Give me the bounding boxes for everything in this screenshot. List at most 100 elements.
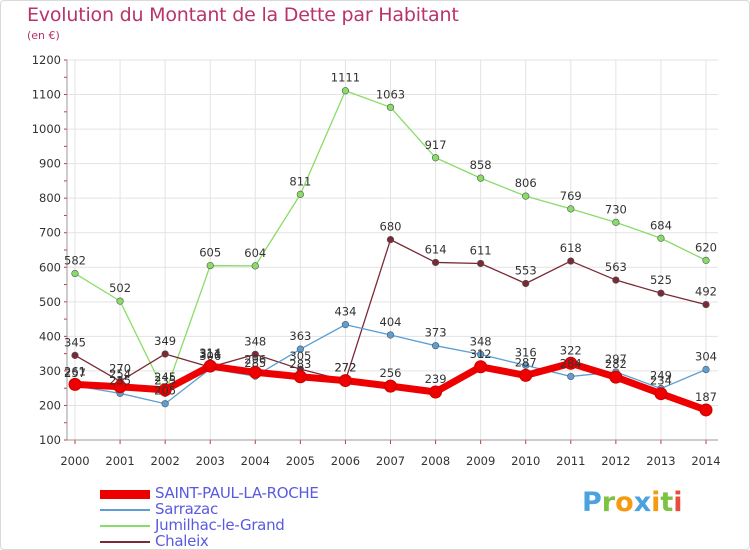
chart-title: Evolution du Montant de la Dette par Hab… xyxy=(27,4,459,26)
y-tick-label: 600 xyxy=(39,260,61,274)
data-label-chaleix: 305 xyxy=(289,349,311,363)
data-point-saint-paul-la-roche xyxy=(338,374,352,388)
data-label-jumilhac-le-grand: 620 xyxy=(695,240,717,254)
data-point-sarrazac xyxy=(477,350,485,358)
chart-subtitle: (en €) xyxy=(27,29,60,42)
data-point-saint-paul-la-roche xyxy=(699,403,713,417)
data-point-jumilhac-le-grand xyxy=(386,103,395,111)
data-label-saint-paul-la-roche: 256 xyxy=(380,366,402,380)
data-label-sarrazac: 285 xyxy=(244,356,266,370)
legend-swatch xyxy=(100,525,150,527)
data-label-sarrazac: 257 xyxy=(64,366,86,380)
data-label-jumilhac-le-grand: 684 xyxy=(650,218,672,232)
x-tick-label: 2001 xyxy=(105,454,134,468)
data-point-chaleix xyxy=(657,289,665,297)
data-point-jumilhac-le-grand xyxy=(567,205,575,213)
y-tick-label: 800 xyxy=(39,191,61,205)
data-label-saint-paul-la-roche: 283 xyxy=(289,357,311,371)
data-point-chaleix xyxy=(612,276,620,284)
data-label-chaleix: 272 xyxy=(334,361,356,375)
data-point-saint-paul-la-roche xyxy=(68,377,82,391)
data-point-saint-paul-la-roche xyxy=(564,356,578,370)
data-label-chaleix: 348 xyxy=(244,334,266,348)
data-label-saint-paul-la-roche: 187 xyxy=(695,390,717,404)
data-label-chaleix: 680 xyxy=(380,220,402,234)
data-point-saint-paul-la-roche xyxy=(429,385,443,399)
data-label-sarrazac: 235 xyxy=(109,373,131,387)
logo-letter: o xyxy=(615,487,634,518)
legend-label: Jumilhac-le-Grand xyxy=(155,516,285,534)
data-label-sarrazac: 284 xyxy=(560,356,582,370)
y-tick-label: 1000 xyxy=(32,122,61,136)
data-point-chaleix xyxy=(702,300,710,309)
data-point-jumilhac-le-grand xyxy=(477,174,485,182)
x-tick-label: 2007 xyxy=(376,454,405,468)
data-point-chaleix xyxy=(251,350,259,358)
data-point-saint-paul-la-roche xyxy=(158,383,172,397)
data-point-sarrazac xyxy=(341,321,350,329)
data-label-chaleix: 349 xyxy=(154,334,176,348)
y-tick-label: 1200 xyxy=(32,53,61,67)
data-label-jumilhac-le-grand: 1111 xyxy=(331,71,360,85)
x-tick-label: 2011 xyxy=(556,454,585,468)
data-label-jumilhac-le-grand: 604 xyxy=(244,246,266,260)
x-tick-label: 2006 xyxy=(331,454,360,468)
data-label-jumilhac-le-grand: 1063 xyxy=(376,87,405,101)
line-chart: 100 200 300 400 500 600 700 800 900 1000 1100 1200 2… xyxy=(32,53,721,468)
data-point-jumilhac-le-grand xyxy=(296,190,304,198)
data-point-chaleix xyxy=(477,259,485,268)
data-label-saint-paul-la-roche: 322 xyxy=(560,343,582,357)
data-label-sarrazac: 249 xyxy=(650,369,672,383)
data-label-saint-paul-la-roche: 254 xyxy=(109,367,131,381)
x-tick-label: 2013 xyxy=(646,454,675,468)
data-label-saint-paul-la-roche: 272 xyxy=(334,361,356,375)
x-tick-label: 2010 xyxy=(511,454,540,468)
data-label-sarrazac: 306 xyxy=(199,349,221,363)
data-label-jumilhac-le-grand: 730 xyxy=(605,202,627,216)
legend-swatch xyxy=(100,509,150,511)
legend-label: Sarrazac xyxy=(155,500,218,518)
data-label-sarrazac: 205 xyxy=(154,384,176,398)
x-tick-label: 2000 xyxy=(60,454,89,468)
data-label-chaleix: 553 xyxy=(515,264,537,278)
data-point-saint-paul-la-roche xyxy=(384,379,397,393)
data-label-sarrazac: 304 xyxy=(695,350,717,364)
data-label-saint-paul-la-roche: 312 xyxy=(470,347,492,361)
x-tick-label: 2003 xyxy=(196,454,225,468)
data-point-sarrazac xyxy=(386,331,395,339)
data-point-jumilhac-le-grand xyxy=(251,262,259,270)
data-point-chaleix xyxy=(431,258,440,267)
logo-letter: i xyxy=(651,487,661,518)
data-point-jumilhac-le-grand xyxy=(116,297,124,305)
proxiti-logo: Proxiti xyxy=(582,487,683,518)
legend-label: Chaleix xyxy=(155,532,209,550)
x-tick-label: 2014 xyxy=(691,454,720,468)
data-point-chaleix xyxy=(161,350,169,358)
data-label-saint-paul-la-roche: 314 xyxy=(199,346,221,360)
logo-letter: x xyxy=(633,487,652,518)
data-point-jumilhac-le-grand xyxy=(702,256,710,264)
x-tick-label: 2005 xyxy=(286,454,315,468)
y-tick-label: 1100 xyxy=(32,88,61,102)
data-label-sarrazac: 373 xyxy=(425,326,447,340)
y-tick-label: 900 xyxy=(39,157,61,171)
data-label-jumilhac-le-grand: 605 xyxy=(199,246,221,260)
x-tick-label: 2002 xyxy=(151,454,180,468)
data-label-sarrazac: 316 xyxy=(515,345,537,359)
y-tick-label: 400 xyxy=(39,329,61,343)
x-tick-label: 2008 xyxy=(421,454,450,468)
y-tick-label: 200 xyxy=(39,398,61,412)
data-label-chaleix: 345 xyxy=(64,335,86,349)
data-label-saint-paul-la-roche: 282 xyxy=(605,357,627,371)
data-label-jumilhac-le-grand: 811 xyxy=(289,174,311,188)
data-label-chaleix: 492 xyxy=(695,285,717,299)
legend-swatch xyxy=(100,490,150,499)
data-point-sarrazac xyxy=(431,342,440,350)
data-point-saint-paul-la-roche xyxy=(609,370,623,384)
data-label-saint-paul-la-roche: 234 xyxy=(650,374,672,388)
data-label-saint-paul-la-roche: 239 xyxy=(425,372,447,386)
data-point-sarrazac xyxy=(522,361,530,369)
data-label-chaleix: 611 xyxy=(470,243,492,257)
data-label-jumilhac-le-grand: 235 xyxy=(154,373,176,387)
data-label-sarrazac: 363 xyxy=(289,329,311,343)
